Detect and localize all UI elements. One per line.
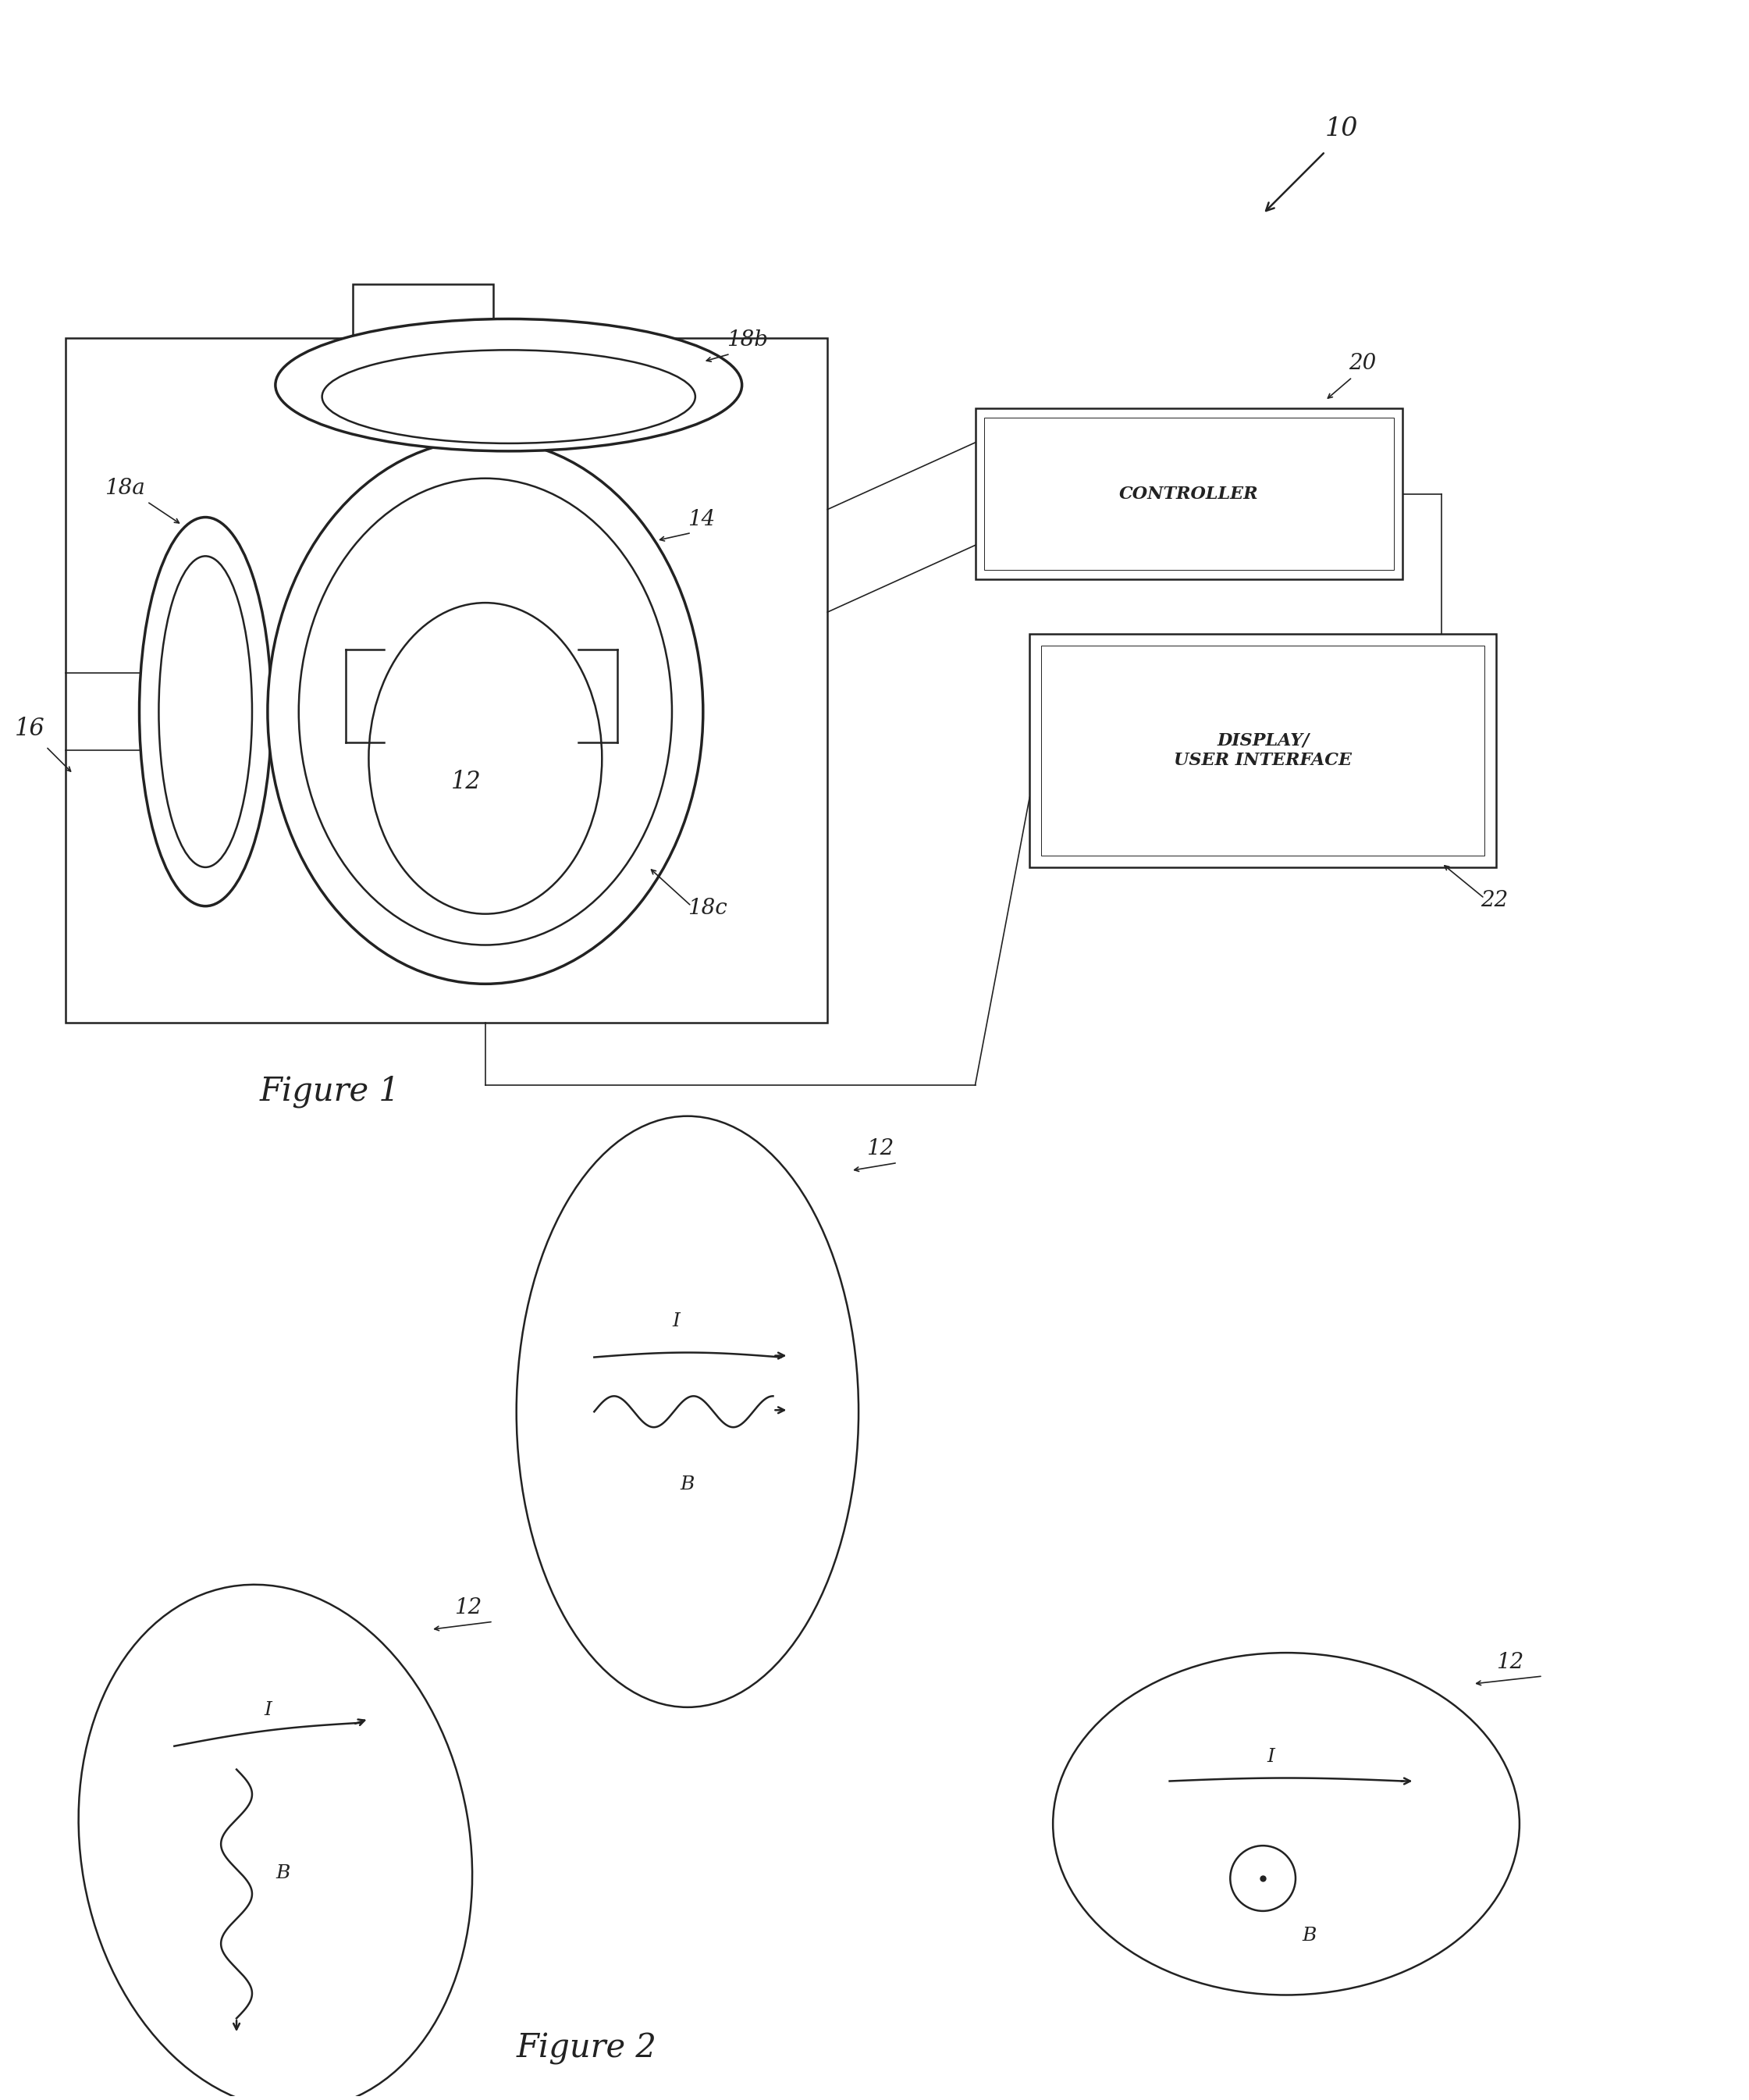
Ellipse shape — [268, 439, 703, 985]
Bar — [1030, 634, 1495, 867]
Text: DISPLAY/
USER INTERFACE: DISPLAY/ USER INTERFACE — [1174, 733, 1352, 769]
Text: 18b: 18b — [726, 330, 768, 351]
Text: 14: 14 — [687, 508, 715, 529]
Text: B: B — [1303, 1926, 1317, 1945]
Bar — [1041, 645, 1485, 855]
Ellipse shape — [159, 556, 252, 867]
Text: 12: 12 — [455, 1598, 481, 1619]
Text: Figure 2: Figure 2 — [516, 2033, 656, 2064]
Text: 12: 12 — [451, 769, 481, 794]
Text: 10: 10 — [1326, 118, 1359, 141]
Text: I: I — [672, 1312, 680, 1329]
Ellipse shape — [275, 319, 742, 452]
Ellipse shape — [1053, 1653, 1520, 1995]
Text: 18a: 18a — [105, 477, 145, 498]
Ellipse shape — [299, 479, 672, 945]
Text: I: I — [1266, 1747, 1275, 1766]
Bar — [976, 407, 1403, 580]
Ellipse shape — [369, 603, 602, 914]
Text: 22: 22 — [1481, 890, 1508, 911]
Text: 20: 20 — [1348, 353, 1376, 374]
Ellipse shape — [79, 1586, 472, 2100]
Text: B: B — [680, 1476, 694, 1493]
Text: 16: 16 — [16, 716, 45, 741]
Bar — [353, 284, 493, 338]
Text: Figure 1: Figure 1 — [259, 1075, 401, 1109]
Ellipse shape — [516, 1115, 859, 1707]
Text: 18c: 18c — [687, 897, 728, 918]
Text: 12: 12 — [866, 1138, 894, 1159]
Text: CONTROLLER: CONTROLLER — [1119, 485, 1259, 502]
Ellipse shape — [322, 351, 696, 443]
Ellipse shape — [140, 517, 271, 905]
Bar — [65, 338, 827, 1023]
Text: B: B — [276, 1865, 290, 1882]
Text: 12: 12 — [1495, 1653, 1523, 1674]
Bar — [985, 418, 1394, 569]
Text: I: I — [264, 1701, 271, 1720]
